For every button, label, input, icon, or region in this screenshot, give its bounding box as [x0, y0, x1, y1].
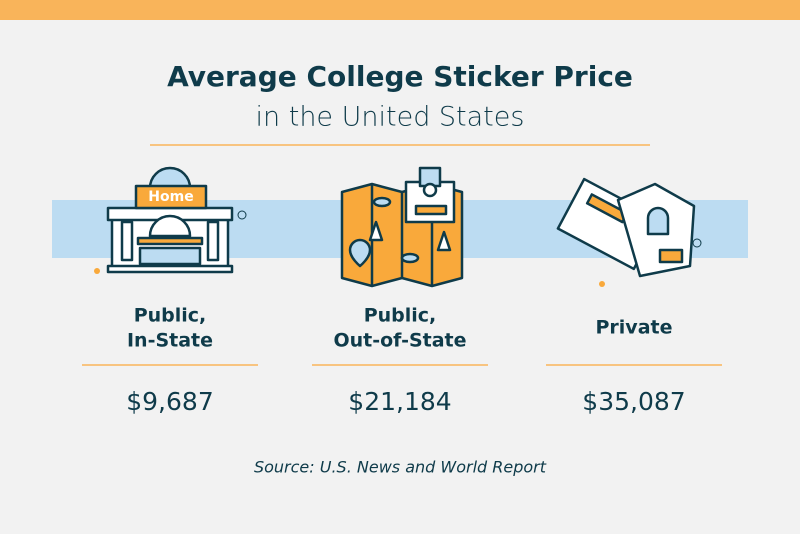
- subtitle: in the United States: [256, 102, 525, 133]
- item-label: Private: [596, 317, 673, 339]
- item-label: Out-of-State: [333, 330, 466, 352]
- map-icon: [340, 166, 464, 288]
- source: Source: U.S. News and World Report: [254, 458, 547, 477]
- check-house-icon: [556, 177, 696, 278]
- building-icon: [106, 166, 234, 274]
- item-label: Public,: [364, 305, 437, 327]
- item-price: $35,087: [582, 387, 685, 416]
- title: Average College Sticker Price: [167, 60, 633, 93]
- item-price: $21,184: [348, 387, 451, 416]
- top-bar: [0, 0, 800, 20]
- sign-text: Home: [148, 189, 193, 205]
- items: Public, In-State $9,687 Public, Out-of-State…: [82, 305, 722, 416]
- item-label: Public,: [134, 305, 207, 327]
- item-label: In-State: [127, 330, 213, 352]
- decor-dots: [94, 210, 702, 287]
- item-price: $9,687: [126, 387, 213, 416]
